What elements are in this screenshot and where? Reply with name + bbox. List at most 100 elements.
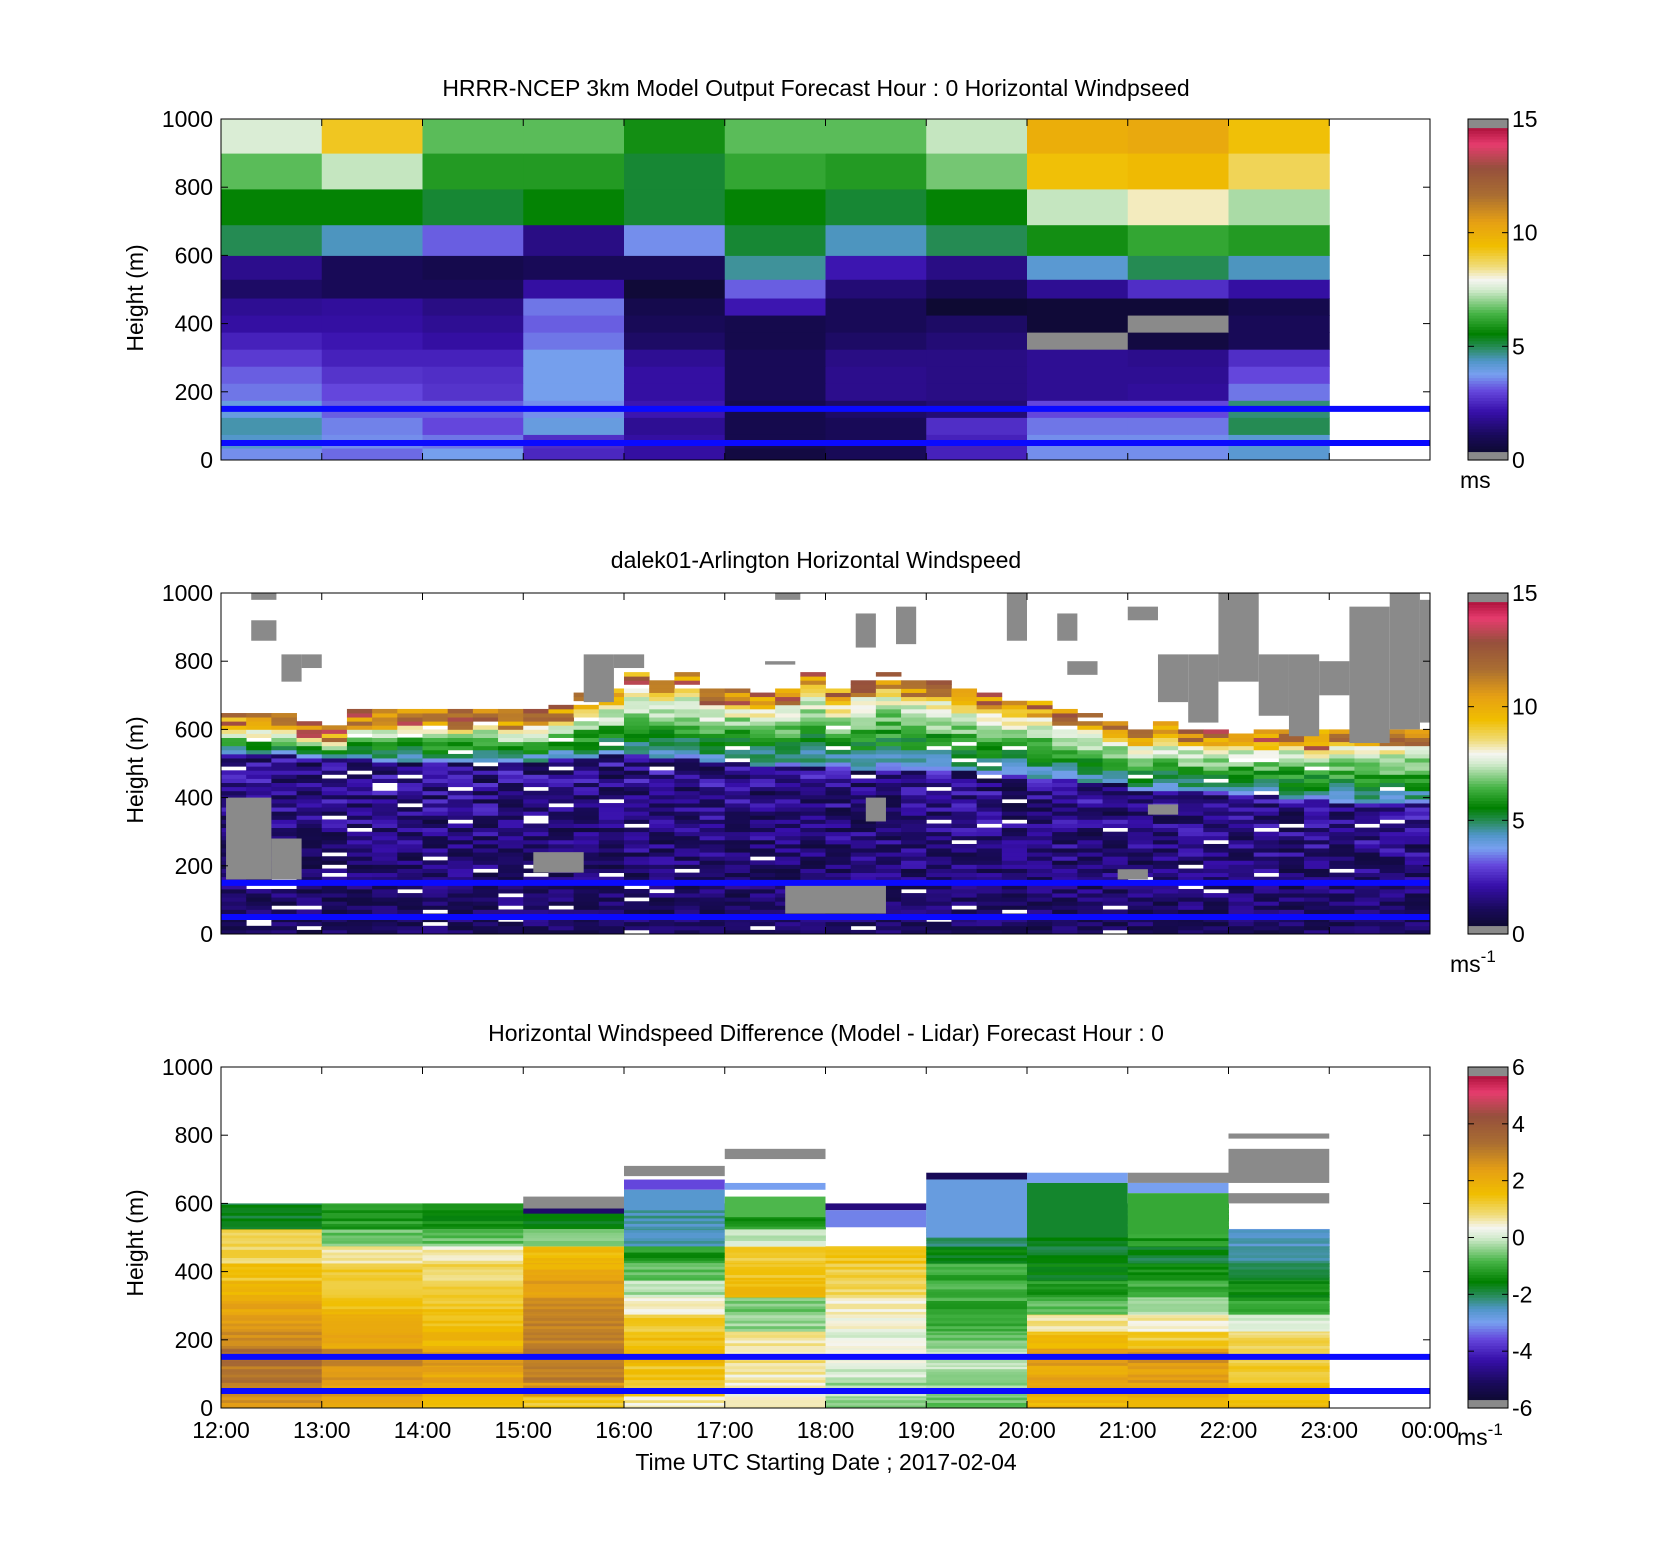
heatmap-cell	[472, 725, 499, 730]
heatmap-cell	[1278, 827, 1305, 833]
y-tick-label: 0	[200, 1395, 213, 1421]
panel-difference-colorbar-unit: ms-1	[1457, 1420, 1503, 1450]
heatmap-cell	[1354, 807, 1381, 812]
heatmap-cell	[397, 823, 423, 829]
heatmap-cell	[850, 684, 877, 689]
heatmap-cell	[221, 1366, 323, 1370]
heatmap-cell	[825, 1345, 927, 1349]
heatmap-cell	[472, 713, 499, 718]
heatmap-cell	[1329, 921, 1355, 927]
heatmap-cell	[422, 1204, 524, 1208]
heatmap-cell	[1228, 1246, 1330, 1248]
heatmap-cell	[951, 860, 978, 865]
heatmap-cell	[624, 1337, 726, 1341]
heatmap-cell	[1052, 766, 1078, 771]
heatmap-cell	[472, 794, 499, 800]
colorbar-swatch	[1468, 860, 1508, 864]
heatmap-cell	[1354, 905, 1381, 910]
colorbar-swatch	[1468, 1067, 1508, 1071]
heatmap-cell	[1001, 843, 1028, 849]
colorbar-swatch	[1468, 224, 1508, 228]
heatmap-cell	[523, 888, 549, 894]
heatmap-cell	[825, 688, 852, 693]
heatmap-cell	[246, 713, 272, 718]
colorbar-swatch	[1468, 1231, 1508, 1236]
colorbar-swatch	[1468, 635, 1508, 640]
heatmap-cell	[1379, 737, 1406, 743]
heatmap-cell	[1077, 872, 1103, 878]
heatmap-cell	[850, 708, 877, 714]
heatmap-cell	[901, 782, 927, 788]
heatmap-cell	[699, 741, 726, 747]
heatmap-cell	[1127, 737, 1154, 743]
heatmap-cell	[926, 929, 952, 935]
heatmap-cell	[699, 798, 726, 804]
heatmap-cell	[624, 1277, 726, 1281]
heatmap-cell	[649, 790, 675, 796]
heatmap-cell	[1152, 827, 1179, 833]
heatmap-cell	[926, 1286, 1028, 1290]
heatmap-cell	[372, 733, 398, 738]
heatmap-cell	[321, 1379, 423, 1383]
heatmap-cell	[724, 1240, 826, 1244]
heatmap-cell	[775, 925, 801, 931]
heatmap-cell	[1077, 905, 1103, 910]
heatmap-cell	[1228, 1331, 1330, 1333]
heatmap-cell	[1052, 860, 1078, 865]
heatmap-cell	[1228, 897, 1255, 902]
heatmap-cell	[1278, 766, 1305, 771]
heatmap-cell	[1379, 766, 1406, 771]
heatmap-cell	[271, 778, 297, 783]
heatmap-cell	[674, 909, 700, 914]
heatmap-cell	[1001, 929, 1028, 935]
heatmap-band	[724, 1148, 826, 1160]
heatmap-cell	[422, 1286, 524, 1290]
heatmap-cell	[271, 897, 297, 902]
heatmap-cell	[800, 876, 826, 882]
heatmap-cell	[674, 721, 700, 726]
heatmap-cell	[573, 823, 600, 829]
heatmap-cell	[1127, 745, 1154, 751]
heatmap-cell	[1152, 860, 1179, 865]
heatmap-cell	[775, 815, 801, 820]
heatmap-cell	[321, 807, 348, 812]
colorbar-swatch	[1468, 1211, 1508, 1216]
heatmap-cell	[1203, 794, 1229, 800]
heatmap-cell	[397, 856, 423, 861]
heatmap-cell	[1001, 925, 1028, 931]
heatmap-cell	[1354, 741, 1381, 747]
heatmap-cell	[523, 717, 549, 722]
heatmap-cell	[724, 901, 751, 906]
heatmap-cell	[1127, 448, 1229, 461]
heatmap-cell	[422, 1229, 524, 1233]
heatmap-cell	[1102, 888, 1129, 894]
heatmap-cell	[674, 823, 700, 829]
heatmap-cell	[296, 856, 323, 861]
heatmap-cell	[1027, 758, 1053, 763]
colorbar-swatch	[1468, 244, 1508, 248]
heatmap-cell	[271, 925, 297, 931]
heatmap-cell	[1329, 729, 1355, 734]
heatmap-cell	[1027, 188, 1129, 226]
heatmap-cell	[1228, 876, 1255, 882]
heatmap-cell	[1102, 815, 1129, 820]
heatmap-cell	[523, 1277, 625, 1281]
heatmap-cell	[749, 692, 776, 698]
heatmap-cell	[397, 729, 423, 734]
heatmap-cell	[1052, 852, 1078, 857]
heatmap-cell	[749, 762, 776, 767]
heatmap-cell	[1354, 786, 1381, 792]
heatmap-cell	[1027, 835, 1053, 841]
heatmap-cell	[1001, 856, 1028, 861]
heatmap-cell	[321, 737, 348, 743]
heatmap-cell	[850, 749, 877, 755]
heatmap-cell	[825, 1291, 927, 1295]
heatmap-cell	[951, 700, 978, 706]
heatmap-cell	[573, 745, 600, 751]
heatmap-cell	[1127, 1252, 1229, 1256]
heatmap-cell	[321, 1280, 423, 1282]
colorbar-swatch	[1468, 184, 1508, 188]
heatmap-cell	[422, 831, 449, 837]
heatmap-cell	[699, 704, 726, 710]
